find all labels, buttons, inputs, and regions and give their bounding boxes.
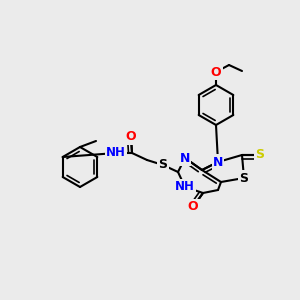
Text: S: S xyxy=(158,158,167,172)
Text: O: O xyxy=(188,200,198,214)
Text: O: O xyxy=(126,130,136,143)
Text: S: S xyxy=(239,172,248,184)
Text: O: O xyxy=(211,65,221,79)
Text: O: O xyxy=(211,65,221,79)
Text: NH: NH xyxy=(106,146,126,160)
Text: S: S xyxy=(256,148,265,161)
Text: NH: NH xyxy=(175,181,195,194)
Text: N: N xyxy=(213,155,223,169)
Text: N: N xyxy=(180,152,190,164)
